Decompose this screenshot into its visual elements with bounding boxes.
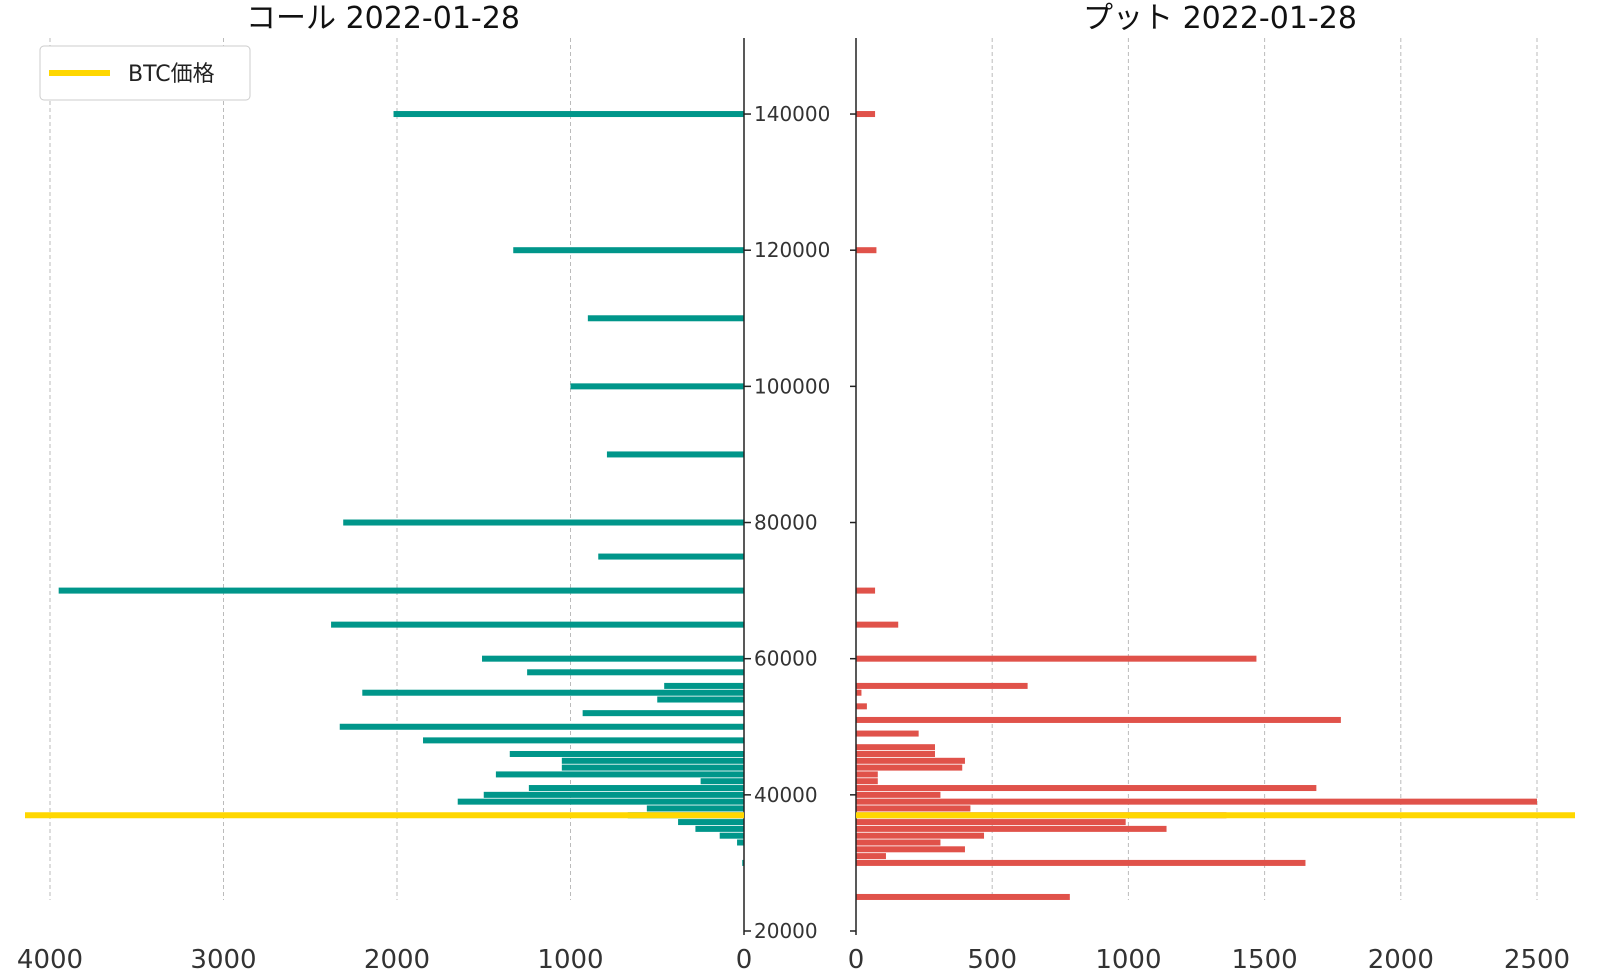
call-bar (393, 111, 744, 118)
put-bar (856, 853, 886, 860)
y-tick-label: 80000 (754, 511, 818, 535)
call-bar (700, 778, 744, 785)
tick-labels: 4000 3000 2000 1000 0 0 500 1000 1500 2000 2500200… (17, 102, 1570, 975)
put-bar (856, 750, 935, 757)
put-chart-title: プット 2022-01-28 (1083, 1, 1357, 36)
put-bar (856, 689, 862, 696)
call-bar (678, 819, 744, 826)
call-bar (657, 696, 744, 703)
put-x-tick-label: 0 (848, 945, 865, 975)
call-bar (570, 383, 744, 390)
put-bar (856, 778, 878, 785)
y-tick-label: 40000 (754, 783, 818, 807)
call-bar (528, 785, 744, 792)
call-bar (664, 682, 744, 689)
call-bar (343, 519, 744, 526)
put-bar (856, 819, 1126, 826)
call-bar (509, 750, 744, 757)
call-bar (58, 587, 745, 594)
call-bars (58, 111, 745, 866)
put-x-tick-label: 500 (967, 945, 1017, 975)
put-bar (856, 682, 1028, 689)
call-bar (737, 839, 744, 846)
call-bar (646, 805, 744, 812)
put-bar (856, 825, 1167, 832)
put-bar (856, 111, 876, 118)
y-tick-label: 20000 (754, 919, 818, 943)
put-bar (856, 798, 1537, 805)
call-bar (561, 764, 744, 771)
call-chart-title: コール 2022-01-28 (246, 1, 520, 36)
call-bar (582, 710, 744, 717)
call-x-tick-label: 1000 (537, 945, 603, 975)
y-tick-label: 140000 (754, 102, 830, 126)
call-bar (457, 798, 744, 805)
call-bar (598, 553, 744, 560)
call-bar (362, 689, 744, 696)
put-bar (856, 621, 899, 628)
put-bars (856, 111, 1537, 900)
put-bar (856, 832, 985, 839)
call-bar (482, 655, 744, 662)
axes (743, 38, 857, 935)
put-bar (856, 744, 935, 751)
call-bar (513, 247, 744, 254)
legend: BTC価格 (39, 45, 251, 101)
put-gridlines (991, 38, 1538, 900)
call-bar (587, 315, 744, 322)
call-bar (606, 451, 744, 458)
put-bar (856, 716, 1341, 723)
put-bar (856, 839, 941, 846)
call-x-tick-label: 0 (736, 945, 753, 975)
put-x-tick-label: 1000 (1095, 945, 1161, 975)
put-bar (856, 655, 1257, 662)
call-bar (423, 737, 744, 744)
put-bar (856, 703, 867, 710)
put-bar (856, 247, 877, 254)
call-x-tick-label: 3000 (190, 945, 256, 975)
call-bar (483, 791, 744, 798)
put-bar (856, 846, 965, 853)
call-bar (527, 669, 744, 676)
call-bar (331, 621, 744, 628)
put-bar (856, 785, 1317, 792)
call-gridlines (49, 38, 571, 900)
put-bar (856, 587, 876, 594)
call-bar (339, 723, 744, 730)
put-bar (856, 757, 965, 764)
put-x-tick-label: 2500 (1504, 945, 1570, 975)
put-x-tick-label: 2000 (1368, 945, 1434, 975)
put-bar (856, 791, 941, 798)
put-x-tick-label: 1500 (1232, 945, 1298, 975)
legend-box (39, 45, 251, 101)
y-tick-label: 120000 (754, 238, 830, 262)
put-bar (856, 730, 919, 737)
put-bar (856, 859, 1306, 866)
put-bar (856, 893, 1070, 900)
put-bar (856, 805, 971, 812)
put-bar (856, 764, 963, 771)
put-bar (856, 771, 878, 778)
y-tick-label: 100000 (754, 374, 830, 398)
call-bar (561, 757, 744, 764)
call-x-tick-label: 4000 (17, 945, 83, 975)
call-x-tick-label: 2000 (364, 945, 430, 975)
call-bar (695, 825, 744, 832)
y-tick-label: 60000 (754, 647, 818, 671)
call-bar (719, 832, 744, 839)
legend-label: BTC価格 (128, 62, 215, 87)
call-bar (742, 859, 744, 866)
call-bar (495, 771, 744, 778)
